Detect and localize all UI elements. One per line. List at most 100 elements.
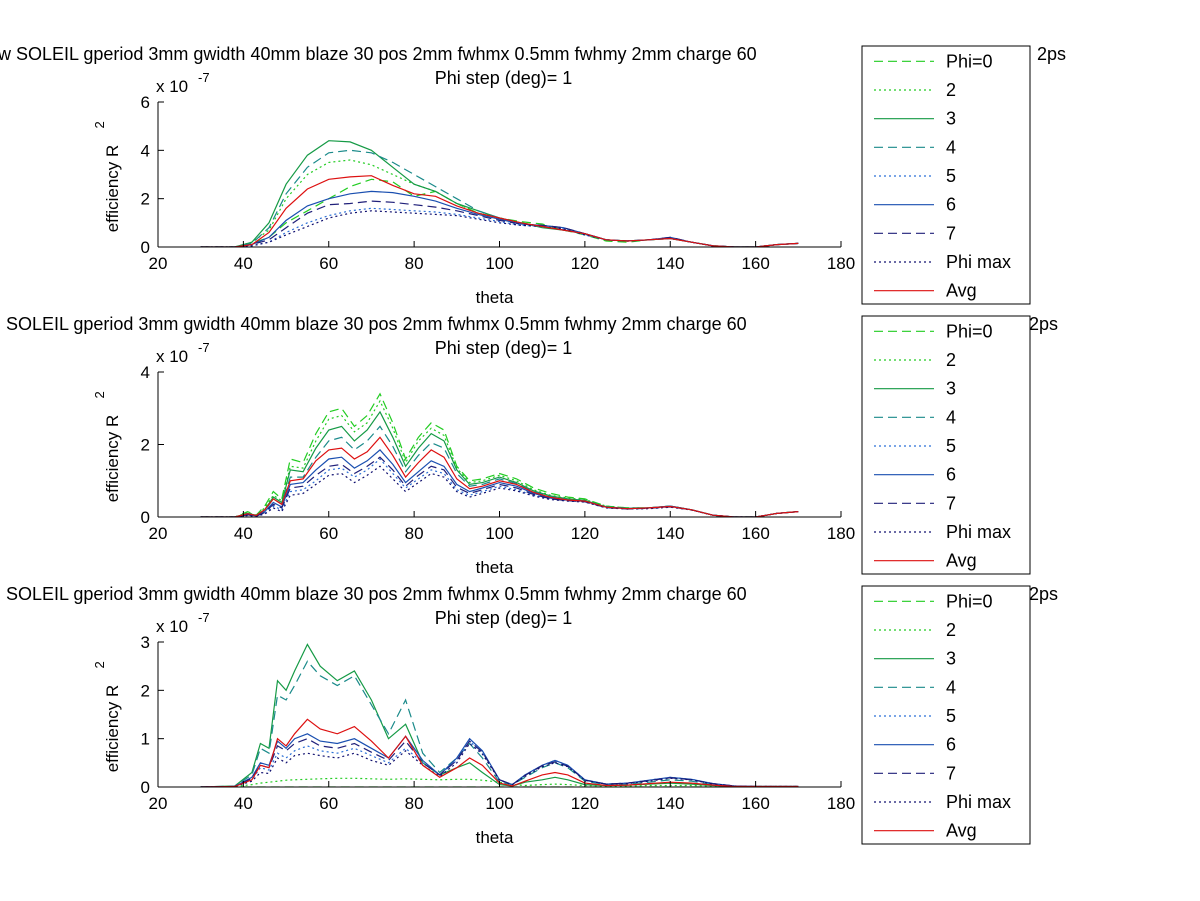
chart-panel-3: SOLEIL gperiod 3mm gwidth 40mm blaze 30 … xyxy=(6,584,1058,847)
legend-entry-label: Avg xyxy=(946,551,977,571)
y-axis-label-sup: 2 xyxy=(92,661,107,668)
x-tick-label: 60 xyxy=(319,254,338,273)
y-exponent-sup: -7 xyxy=(198,610,210,625)
series-line-avg xyxy=(200,436,799,517)
x-tick-label: 40 xyxy=(234,794,253,813)
series-line-phi-0 xyxy=(200,392,799,517)
legend-entry-label: 7 xyxy=(946,763,956,783)
y-tick-label: 2 xyxy=(141,436,150,455)
x-tick-label: 100 xyxy=(485,794,513,813)
chart-panel-2: SOLEIL gperiod 3mm gwidth 40mm blaze 30 … xyxy=(6,314,1058,577)
series-line-2 xyxy=(200,159,799,247)
x-tick-label: 120 xyxy=(571,254,599,273)
y-tick-label: 2 xyxy=(141,681,150,700)
legend-entry-label: 5 xyxy=(946,436,956,456)
y-axis-label-group: efficiency R 2 xyxy=(92,391,122,502)
legend-entry-label: 4 xyxy=(946,137,956,157)
y-axis-label-sup: 2 xyxy=(92,121,107,128)
x-tick-label: 140 xyxy=(656,254,684,273)
y-axis-label: efficiency R xyxy=(103,415,122,503)
legend-entry-label: Phi=0 xyxy=(946,321,993,341)
y-tick-label: 2 xyxy=(141,190,150,209)
legend-entry-label: Avg xyxy=(946,281,977,301)
chart-subtitle: Phi step (deg)= 1 xyxy=(435,338,573,358)
x-tick-label: 20 xyxy=(149,524,168,543)
chart-title-suffix: 2ps xyxy=(1037,44,1066,64)
x-tick-label: 180 xyxy=(827,254,855,273)
x-tick-label: 60 xyxy=(319,794,338,813)
legend-entry-label: Phi=0 xyxy=(946,591,993,611)
chart-title: SOLEIL gperiod 3mm gwidth 40mm blaze 30 … xyxy=(6,314,747,334)
series-line-7 xyxy=(200,456,799,517)
legend-entry-label: 7 xyxy=(946,493,956,513)
x-tick-label: 40 xyxy=(234,254,253,273)
legend: Phi=0 2 3 4 5 6 7 Phi max Avg xyxy=(861,315,1031,575)
series-line-3 xyxy=(200,643,799,787)
y-tick-label: 4 xyxy=(141,363,150,382)
series-group xyxy=(200,392,799,517)
legend-entry-label: 3 xyxy=(946,109,956,129)
series-line-phi-max xyxy=(200,742,799,787)
y-tick-label: 0 xyxy=(141,778,150,797)
x-tick-label: 160 xyxy=(741,524,769,543)
x-tick-label: 140 xyxy=(656,524,684,543)
series-line-7 xyxy=(200,738,799,787)
chart-title-suffix: 2ps xyxy=(1029,314,1058,334)
y-tick-label: 1 xyxy=(141,730,150,749)
x-tick-label: 140 xyxy=(656,794,684,813)
x-tick-label: 180 xyxy=(827,524,855,543)
x-tick-label: 20 xyxy=(149,794,168,813)
legend-box xyxy=(861,45,1031,305)
x-tick-label: 20 xyxy=(149,254,168,273)
y-exponent-label: x 10 xyxy=(156,347,188,366)
series-line-phi-max xyxy=(200,465,799,517)
y-tick-label: 0 xyxy=(141,238,150,257)
legend-entry-label: Phi max xyxy=(946,792,1011,812)
x-tick-label: 120 xyxy=(571,794,599,813)
series-line-4 xyxy=(200,660,799,787)
legend: Phi=0 2 3 4 5 6 7 Phi max Avg xyxy=(861,45,1031,305)
y-exponent-label: x 10 xyxy=(156,77,188,96)
series-line-avg xyxy=(200,175,799,247)
y-exponent-label: x 10 xyxy=(156,617,188,636)
series-line-3 xyxy=(200,410,799,517)
x-tick-label: 180 xyxy=(827,794,855,813)
x-tick-label: 160 xyxy=(741,794,769,813)
chart-title: w SOLEIL gperiod 3mm gwidth 40mm blaze 3… xyxy=(0,44,757,64)
x-tick-label: 120 xyxy=(571,524,599,543)
chart-title-suffix: 2ps xyxy=(1029,584,1058,604)
series-line-6 xyxy=(200,190,799,247)
legend-entry-label: 6 xyxy=(946,195,956,215)
x-axis-label: theta xyxy=(476,828,514,847)
y-tick-label: 6 xyxy=(141,93,150,112)
x-tick-label: 100 xyxy=(485,524,513,543)
legend-entry-label: 4 xyxy=(946,677,956,697)
y-tick-label: 0 xyxy=(141,508,150,527)
y-axis-label-group: efficiency R 2 xyxy=(92,661,122,772)
series-group xyxy=(200,643,799,787)
legend-entry-label: 2 xyxy=(946,620,956,640)
x-axis-label: theta xyxy=(476,558,514,577)
legend: Phi=0 2 3 4 5 6 7 Phi max Avg xyxy=(861,585,1031,845)
legend-box xyxy=(861,315,1031,575)
legend-entry-label: Phi max xyxy=(946,522,1011,542)
legend-entry-label: 3 xyxy=(946,649,956,669)
legend-entry-label: 2 xyxy=(946,80,956,100)
series-group xyxy=(200,140,799,247)
y-tick-label: 3 xyxy=(141,633,150,652)
series-line-avg xyxy=(200,718,799,787)
series-line-5 xyxy=(200,207,799,247)
legend-entry-label: Phi max xyxy=(946,252,1011,272)
legend-entry-label: 5 xyxy=(946,166,956,186)
legend-entry-label: Avg xyxy=(946,821,977,841)
series-line-2 xyxy=(200,399,799,517)
legend-entry-label: 6 xyxy=(946,735,956,755)
series-line-4 xyxy=(200,149,799,247)
y-axis-label: efficiency R xyxy=(103,685,122,773)
legend-box xyxy=(861,585,1031,845)
series-line-7 xyxy=(200,200,799,247)
x-tick-label: 40 xyxy=(234,524,253,543)
chart-subtitle: Phi step (deg)= 1 xyxy=(435,608,573,628)
legend-entry-label: 6 xyxy=(946,465,956,485)
legend-entry-label: 5 xyxy=(946,706,956,726)
